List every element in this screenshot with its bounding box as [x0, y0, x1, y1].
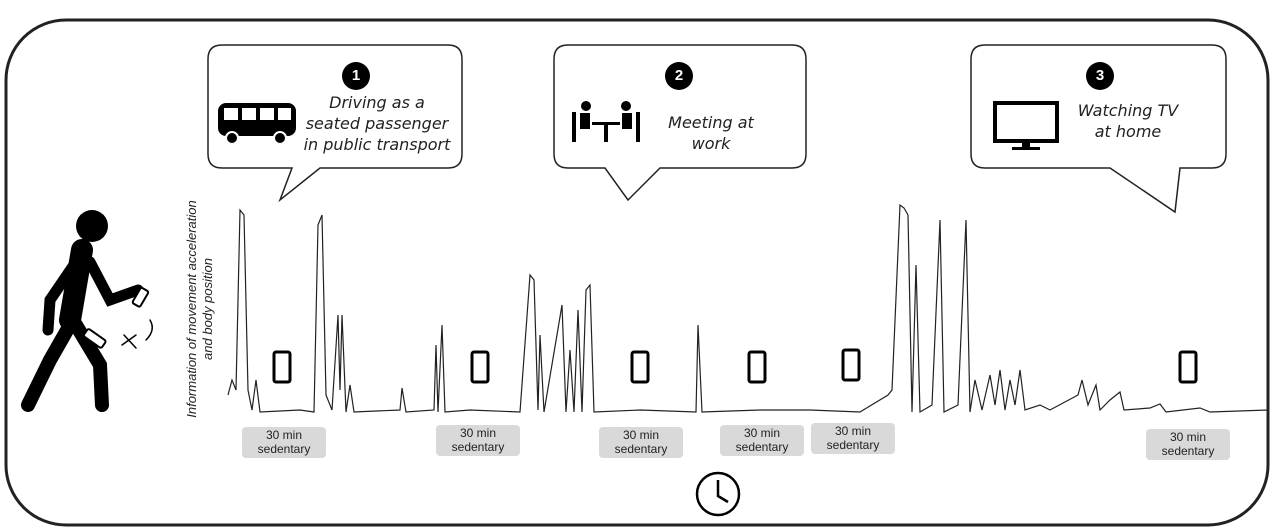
tv-icon: [993, 101, 1059, 150]
callout-bubble: [553, 44, 807, 202]
sedentary-label: 30 min sedentary: [599, 427, 683, 458]
person-icon: [21, 210, 153, 412]
sedentary-label: 30 min sedentary: [436, 425, 520, 456]
callout-number: 2: [665, 62, 693, 90]
callout-number: 1: [342, 62, 370, 90]
callout-label: Driving as a seated passenger in public …: [303, 93, 451, 154]
phone-icons: [272, 348, 1198, 384]
axis-label: Information of movement acceleration and…: [184, 200, 215, 418]
frame: [4, 18, 1270, 527]
clock-icon: [695, 471, 741, 517]
callout-label: Watching TV at home: [1077, 101, 1179, 141]
sedentary-label: 30 min sedentary: [811, 423, 895, 454]
meeting-icon: [572, 101, 640, 142]
sedentary-label: 30 min sedentary: [242, 427, 326, 458]
callout-number: 3: [1086, 62, 1114, 90]
signal-trace: [227, 203, 1269, 414]
bus-icon: [218, 103, 296, 145]
sedentary-label: 30 min sedentary: [720, 425, 804, 456]
callout-bubble: [970, 44, 1227, 214]
callout-label: Meeting at work: [668, 113, 754, 153]
sedentary-label: 30 min sedentary: [1146, 429, 1230, 460]
callout-bubble: [207, 44, 463, 203]
